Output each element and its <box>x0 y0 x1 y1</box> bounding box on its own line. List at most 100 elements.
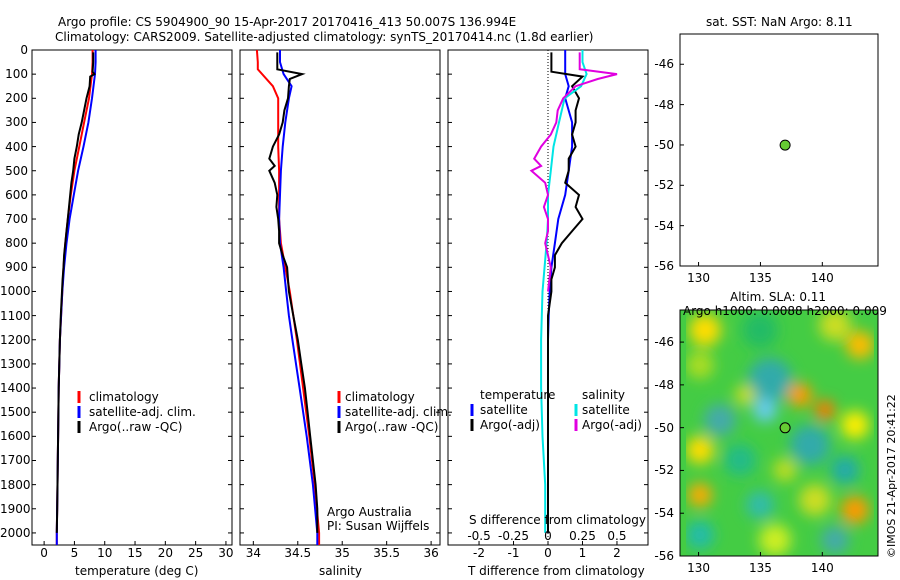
depth-tick-label: 1400 <box>0 381 31 396</box>
sla-map-ytick-label: -54 <box>654 506 674 521</box>
sst-map-xtick-label: 135 <box>748 271 772 285</box>
sla-map-ytick-label: -52 <box>654 463 674 478</box>
sla-blob <box>815 400 835 420</box>
difference-s-xtick-label: 0.5 <box>607 529 627 543</box>
sst-map-argo-point <box>779 139 791 151</box>
temperature-xtick-label: 10 <box>97 546 113 560</box>
sla-map-ytick-label: -48 <box>654 377 674 392</box>
sla-map-xtick-label: 140 <box>810 561 834 575</box>
watermark: ©IMOS 21-Apr-2017 20:41:22 <box>885 394 898 558</box>
depth-tick-label: 200 <box>5 91 28 106</box>
salinity-series-line <box>268 52 319 533</box>
sst-map-ytick-label: -46 <box>654 57 674 72</box>
temperature-xlabel: temperature (deg C) <box>75 564 199 578</box>
sla-blob <box>686 521 714 549</box>
depth-tick-label: 400 <box>5 139 28 154</box>
temperature-legend-argo: Argo(..raw -QC) <box>89 420 183 434</box>
salinity-legend-satellite: satellite-adj. clim. <box>345 405 452 419</box>
difference-legend-temperature-title: temperature <box>480 388 556 402</box>
sla-blob <box>759 524 791 556</box>
sla-blob <box>724 444 756 476</box>
sla-blob <box>748 358 792 402</box>
sla-blob <box>790 425 830 465</box>
temperature-legend-climatology: climatology <box>89 390 159 404</box>
depth-tick-label: 1600 <box>0 429 31 444</box>
sla-blob <box>831 456 859 484</box>
difference-xlabel: T difference from climatology <box>468 564 645 578</box>
temperature-xtick-label: 25 <box>187 546 204 560</box>
sla-map-title1: Altim. SLA: 0.11 <box>730 290 827 304</box>
salinity-xtick-label: 35.5 <box>373 546 401 560</box>
depth-tick-label: 300 <box>5 115 28 130</box>
difference-xtick-label: -2 <box>473 546 486 560</box>
salinity-legend-argo: Argo(..raw -QC) <box>345 420 439 434</box>
sla-blob <box>788 383 812 407</box>
sst-map-ytick-label: -50 <box>654 137 674 152</box>
difference-xtick-label: 1 <box>578 546 587 560</box>
sst-map-title: sat. SST: NaN Argo: 8.11 <box>706 15 853 29</box>
sla-blob <box>753 398 777 422</box>
depth-tick-label: 1300 <box>0 356 31 371</box>
salinity-xtick-label: 34.5 <box>284 546 312 560</box>
difference-xtick-label: 2 <box>613 546 621 560</box>
credit-line1: Argo Australia <box>327 505 412 519</box>
difference-s-xtick-label: -0.5 <box>467 529 491 543</box>
sla-blob <box>799 484 831 516</box>
sst-map-xtick-label: 140 <box>810 271 834 285</box>
depth-tick-label: 0 <box>20 43 28 57</box>
temperature-xtick-label: 0 <box>40 546 48 560</box>
temperature-xtick-label: 15 <box>127 546 143 560</box>
difference-legend-s-satellite: satellite <box>582 403 630 417</box>
depth-tick-label: 1800 <box>0 477 31 492</box>
sst-map-ytick-label: -48 <box>654 97 674 112</box>
depth-tick-label: 900 <box>5 260 28 275</box>
depth-tick-label: 800 <box>5 236 28 251</box>
salinity-xtick-label: 34 <box>245 546 261 560</box>
difference-s-xtick-label: -0.25 <box>497 529 530 543</box>
sla-blob <box>689 314 721 346</box>
temperature-xtick-label: 20 <box>157 546 173 560</box>
depth-tick-label: 1200 <box>0 332 31 347</box>
sla-map-title2: Argo h1000: 0.0088 h2000: 0.009 <box>683 304 887 318</box>
salinity-legend-climatology: climatology <box>345 390 415 404</box>
depth-tick-label: 2000 <box>0 525 31 540</box>
sla-blob <box>742 312 778 348</box>
depth-tick-label: 700 <box>5 212 28 227</box>
difference-legend-swatches <box>470 404 578 431</box>
sla-blob <box>846 331 874 359</box>
sla-map-xtick-label: 130 <box>687 561 711 575</box>
temperature-series-line <box>55 52 96 533</box>
sst-map-ytick-label: -54 <box>654 218 674 233</box>
difference-legend-t-argo: Argo(-adj) <box>480 418 540 432</box>
sla-blob <box>704 404 736 436</box>
sla-map-ytick-label: -56 <box>654 549 674 563</box>
sst-map-ytick-label: -56 <box>654 259 674 273</box>
sla-blob <box>841 411 869 439</box>
sla-blob <box>686 351 714 379</box>
figure-title-line2: Climatology: CARS2009. Satellite-adjuste… <box>55 30 594 44</box>
sla-blob <box>688 483 712 507</box>
sla-blob <box>821 526 849 554</box>
sla-blob <box>819 310 851 341</box>
sla-map-xtick-label: 135 <box>748 561 772 575</box>
difference-xtick-label: 0 <box>544 546 552 560</box>
difference-xtick-label: -1 <box>507 546 520 560</box>
sla-blob <box>773 458 797 482</box>
salinity-xlabel: salinity <box>319 564 363 578</box>
sst-map-frame <box>679 33 879 267</box>
temperature-xtick-label: 30 <box>218 546 234 560</box>
sla-blob <box>735 385 755 405</box>
sla-map-frame <box>679 309 879 557</box>
salinity-xtick-label: 36 <box>423 546 439 560</box>
depth-tick-label: 1000 <box>0 284 31 299</box>
difference-xlabel-top: S difference from climatology <box>469 513 646 527</box>
sla-map-argo-point <box>779 422 791 434</box>
difference-s-xtick-label: 0 <box>544 529 552 543</box>
temperature-legend-satellite: satellite-adj. clim. <box>89 405 196 419</box>
sst-map-xtick-label: 130 <box>687 271 711 285</box>
sla-map-ytick-label: -50 <box>654 420 674 435</box>
sst-map-ytick-label: -52 <box>654 178 674 193</box>
temperature-axes-frame <box>31 49 233 546</box>
depth-tick-label: 1900 <box>0 501 31 516</box>
